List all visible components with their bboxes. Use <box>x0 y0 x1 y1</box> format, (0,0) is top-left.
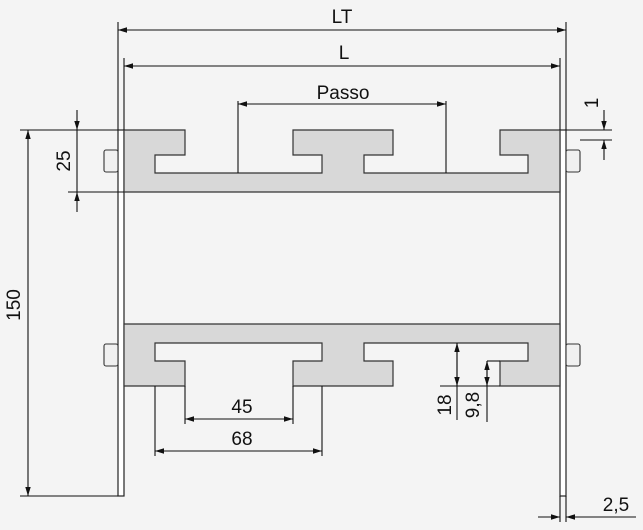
label-25: 25 <box>54 150 75 171</box>
dim-150: 150 <box>4 129 118 497</box>
label-68: 68 <box>231 429 252 450</box>
label-1: 1 <box>582 98 603 109</box>
dim-18: 18 <box>435 343 500 420</box>
label-18: 18 <box>435 394 456 415</box>
top-right-pin <box>565 149 581 173</box>
dim-25: 25 <box>54 110 124 212</box>
dim-9-8: 9,8 <box>463 360 500 422</box>
top-profile <box>123 129 561 193</box>
left-end-plate <box>117 129 125 497</box>
label-2-5: 2,5 <box>603 495 629 516</box>
label-9-8: 9,8 <box>463 392 484 418</box>
label-passo: Passo <box>317 83 370 104</box>
label-45: 45 <box>231 397 252 418</box>
label-lt: LT <box>332 7 353 28</box>
dim-l: L <box>123 43 561 130</box>
top-left-pin <box>103 149 119 173</box>
label-l: L <box>339 43 350 64</box>
label-150: 150 <box>4 289 25 321</box>
bottom-profile <box>123 323 561 387</box>
dim-passo: Passo <box>237 83 447 173</box>
dim-lt: LT <box>117 7 567 130</box>
right-end-plate <box>559 129 567 497</box>
dim-2-5: 2,5 <box>538 495 636 522</box>
bottom-left-pin <box>103 343 119 367</box>
dim-1: 1 <box>566 98 612 160</box>
bottom-right-pin <box>565 343 581 367</box>
dim-68: 68 <box>154 386 323 456</box>
dim-45: 45 <box>184 386 294 424</box>
